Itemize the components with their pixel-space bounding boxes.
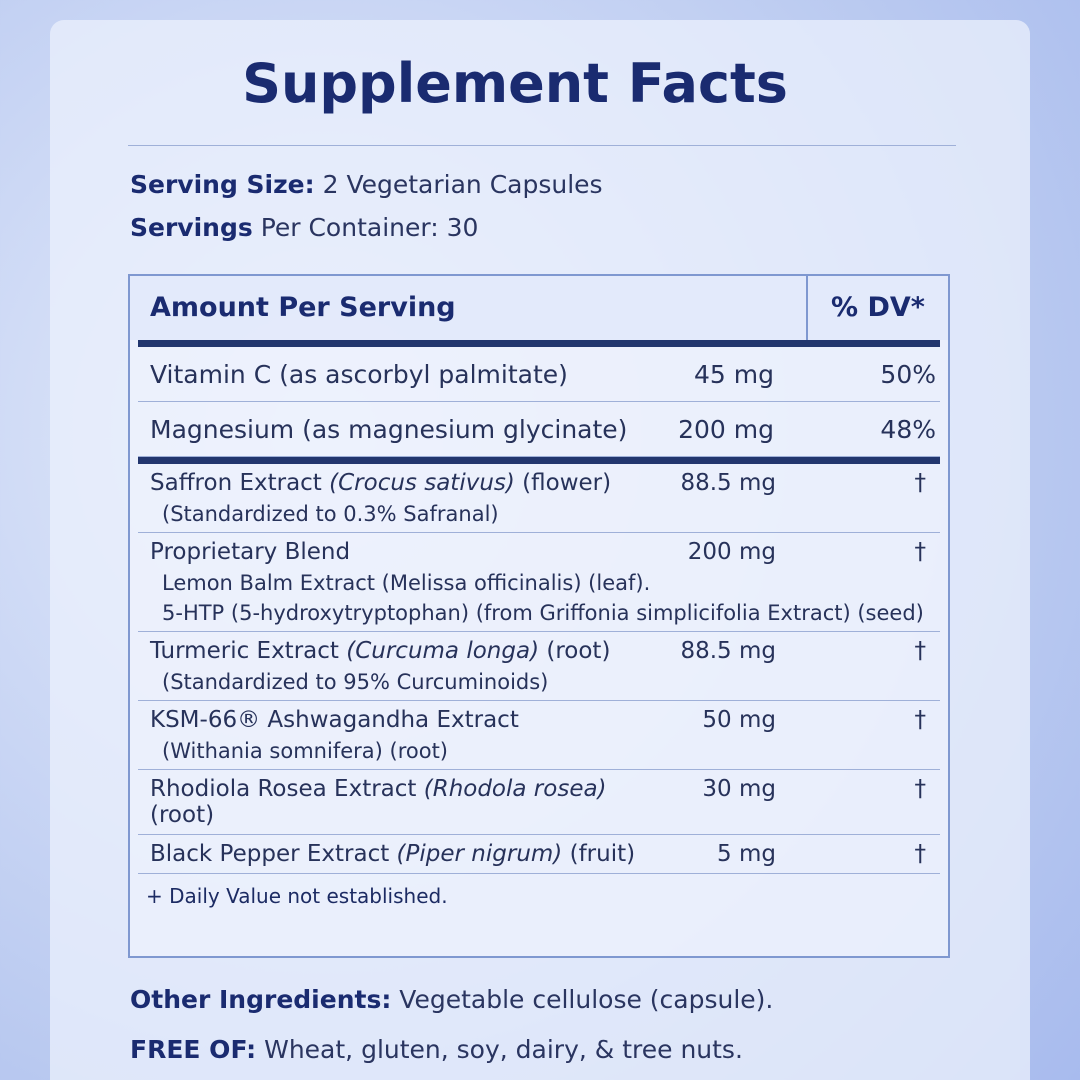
latin-name: (Piper nigrum): [396, 841, 563, 867]
ingredient-row: Proprietary Blend 200 mg † Lemon Balm Extra…: [138, 533, 940, 632]
info-text: Wheat, gluten, soy, dairy, & tree nuts.: [264, 1035, 743, 1064]
ingredient-name: Rhodiola Rosea Extract: [150, 776, 417, 802]
nutrient-source: (as ascorbyl palmitate): [279, 359, 568, 389]
daily-value: 50%: [880, 359, 936, 389]
ingredient: KSM-66® Ashwagandha Extract: [150, 707, 636, 733]
ingredient-row: Black Pepper Extract (Piper nigrum) (fru…: [138, 835, 940, 874]
plant-part: (fruit): [569, 841, 636, 867]
info-text: Vegetable cellulose (capsule).: [399, 985, 774, 1014]
thick-rule: [138, 340, 940, 347]
ingredient-name: Proprietary Blend: [150, 539, 351, 565]
ingredient-main: Black Pepper Extract (Piper nigrum) (fru…: [150, 841, 940, 867]
amount: 50 mg: [702, 707, 776, 733]
ingredient: Proprietary Blend: [150, 539, 636, 565]
nutrient-name: Vitamin C: [150, 359, 272, 389]
daily-value: †: [914, 776, 927, 802]
ingredient-row: Rhodiola Rosea Extract (Rhodola rosea) (…: [138, 770, 940, 835]
info-line: Other Ingredients: Vegetable cellulose (…: [130, 985, 773, 1014]
amount: 88.5 mg: [680, 470, 776, 496]
info-text: Per Container: 30: [260, 213, 479, 242]
ingredient: Rhodiola Rosea Extract (Rhodola rosea) (…: [150, 776, 636, 828]
amount: 88.5 mg: [680, 638, 776, 664]
ingredient-detail: (Withania somnifera) (root): [162, 739, 448, 763]
ingredient-name: Black Pepper Extract: [150, 841, 390, 867]
info-label: Servings: [130, 213, 253, 242]
daily-value: †: [914, 539, 927, 565]
title: Supplement Facts: [242, 52, 788, 115]
ingredient-name: Turmeric Extract: [150, 638, 339, 664]
nutrient: Magnesium (as magnesium glycinate): [138, 415, 634, 444]
info-text: 2 Vegetarian Capsules: [322, 170, 603, 199]
ingredient-detail: Lemon Balm Extract (Melissa officinalis)…: [162, 571, 651, 595]
header-amount: Amount Per Serving: [130, 276, 808, 340]
ingredient-main: Rhodiola Rosea Extract (Rhodola rosea) (…: [150, 776, 940, 828]
ingredient-row: Saffron Extract (Crocus sativus) (flower…: [138, 464, 940, 533]
latin-name: (Crocus sativus): [329, 470, 515, 496]
daily-value: †: [914, 470, 927, 496]
info-line: Serving Size: 2 Vegetarian Capsules: [130, 170, 603, 199]
daily-value: †: [914, 638, 927, 664]
ingredient-detail: 5-HTP (5-hydroxytryptophan) (from Griffo…: [162, 601, 924, 625]
ingredient: Turmeric Extract (Curcuma longa) (root): [150, 638, 636, 664]
ingredient-main: KSM-66® Ashwagandha Extract 50 mg †: [150, 707, 940, 733]
table-header: Amount Per Serving % DV*: [130, 276, 948, 340]
info-label: Serving Size:: [130, 170, 315, 199]
info-line: FREE OF: Wheat, gluten, soy, dairy, & tr…: [130, 1035, 743, 1064]
plant-part: (flower): [522, 470, 612, 496]
ingredient-main: Turmeric Extract (Curcuma longa) (root) 8…: [150, 638, 940, 664]
nutrient-name: Magnesium: [150, 414, 295, 444]
thick-rule: [138, 457, 940, 464]
amount: 45 mg: [694, 359, 774, 389]
info-label: Other Ingredients:: [130, 985, 392, 1014]
vitamin-row: Magnesium (as magnesium glycinate) 200 mg…: [138, 402, 940, 457]
info-label: FREE OF:: [130, 1035, 257, 1064]
ingredient-name: KSM-66® Ashwagandha Extract: [150, 707, 519, 733]
nutrient-source: (as magnesium glycinate): [302, 414, 628, 444]
amount: 200 mg: [678, 414, 774, 444]
daily-value: †: [914, 841, 927, 867]
facts-table: Amount Per Serving % DV* Vitamin C (as asc…: [128, 274, 950, 958]
ingredient: Black Pepper Extract (Piper nigrum) (fru…: [150, 841, 636, 867]
daily-value: †: [914, 707, 927, 733]
latin-name: (Rhodola rosea): [423, 776, 607, 802]
ingredient-name: Saffron Extract: [150, 470, 322, 496]
footnote: + Daily Value not established.: [146, 884, 448, 908]
info-line: Servings Per Container: 30: [130, 213, 478, 242]
daily-value: 48%: [880, 414, 936, 444]
latin-name: (Curcuma longa): [346, 638, 540, 664]
ingredient: Saffron Extract (Crocus sativus) (flower…: [150, 470, 636, 496]
amount: 5 mg: [717, 841, 776, 867]
ingredient-row: KSM-66® Ashwagandha Extract 50 mg † (Withan…: [138, 701, 940, 770]
header-dv: % DV*: [831, 292, 925, 323]
amount: 30 mg: [702, 776, 776, 802]
plant-part: (root): [546, 638, 611, 664]
divider: [128, 145, 956, 146]
nutrient: Vitamin C (as ascorbyl palmitate): [138, 360, 634, 389]
vitamin-row: Vitamin C (as ascorbyl palmitate) 45 mg 50…: [138, 347, 940, 402]
ingredient-detail: (Standardized to 0.3% Safranal): [162, 502, 499, 526]
plant-part: (root): [150, 802, 215, 828]
ingredient-row: Turmeric Extract (Curcuma longa) (root) 8…: [138, 632, 940, 701]
amount: 200 mg: [687, 539, 776, 565]
ingredient-detail: (Standardized to 95% Curcuminoids): [162, 670, 549, 694]
ingredient-main: Saffron Extract (Crocus sativus) (flower…: [150, 470, 940, 496]
ingredient-main: Proprietary Blend 200 mg †: [150, 539, 940, 565]
